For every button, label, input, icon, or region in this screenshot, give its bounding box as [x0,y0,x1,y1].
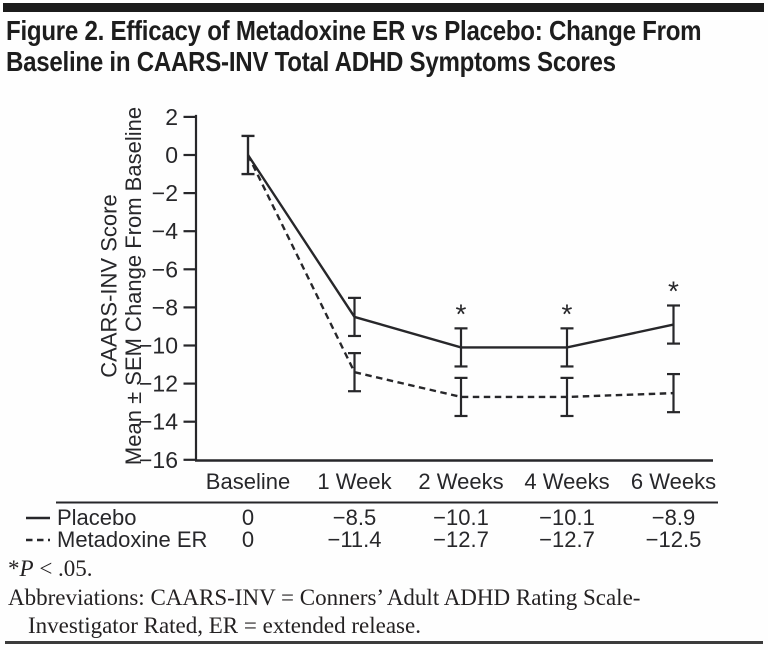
significance-asterisk: * [562,298,573,329]
legend-label-placebo: Placebo [57,505,137,530]
x-axis-label: 2 Weeks [418,469,503,494]
table-value-placebo: −10.1 [539,505,595,530]
y-tick-label: −14 [139,409,178,435]
y-tick-label: −10 [139,333,178,359]
table-value-placebo: −10.1 [433,505,489,530]
significance-symbol: * [8,556,20,581]
significance-note: *P < .05. [8,556,93,582]
y-tick-label: −8 [152,294,178,320]
y-tick-label: −2 [152,180,178,206]
y-tick-label: −16 [139,447,178,473]
figure-title-line1: Figure 2. Efficacy of Metadoxine ER vs P… [6,15,702,46]
significance-p: P [19,556,34,581]
y-tick-label: −12 [139,371,178,397]
abbreviations-note: Abbreviations: CAARS-INV = Conners’ Adul… [8,584,760,639]
table-value-metadoxine-er: 0 [242,527,254,552]
abbreviations-line1: Abbreviations: CAARS-INV = Conners’ Adul… [8,585,641,610]
legend-label-metadoxine-er: Metadoxine ER [57,527,207,552]
y-axis-title: Mean ± SEM Change From Baseline [121,107,146,465]
bottom-rule [5,641,763,644]
table-value-metadoxine-er: −11.4 [327,527,381,552]
figure-title-line2: Baseline in CAARS-INV Total ADHD Symptom… [6,46,616,77]
table-value-placebo: 0 [242,505,254,530]
table-value-metadoxine-er: −12.5 [646,527,702,552]
significance-threshold: < .05. [33,556,93,581]
top-rule [3,3,764,12]
x-axis-label: 4 Weeks [524,469,609,494]
x-axis-label: 6 Weeks [631,469,716,494]
y-axis-title: CAARS-INV Score [97,194,122,377]
table-value-metadoxine-er: −12.7 [539,527,595,552]
abbreviations-line2: Investigator Rated, ER = extended releas… [28,612,421,638]
y-tick-label: 0 [165,142,178,168]
significance-asterisk: * [456,298,467,329]
y-tick-label: −4 [152,218,178,244]
y-tick-label: −6 [152,256,178,282]
x-axis-label: Baseline [206,469,290,494]
figure-title: Figure 2. Efficacy of Metadoxine ER vs P… [6,15,768,77]
significance-asterisk: * [668,275,679,306]
line-chart: 2 0 −2 −4 −6 −8 −10 −12 −14 −16 CAARS-INV Score Mea… [26,104,718,552]
x-axis-label: 1 Week [317,469,392,494]
table-value-placebo: −8.5 [333,505,376,530]
y-tick-label: 2 [165,104,178,130]
table-value-placebo: −8.9 [652,505,695,530]
table-value-metadoxine-er: −12.7 [433,527,489,552]
